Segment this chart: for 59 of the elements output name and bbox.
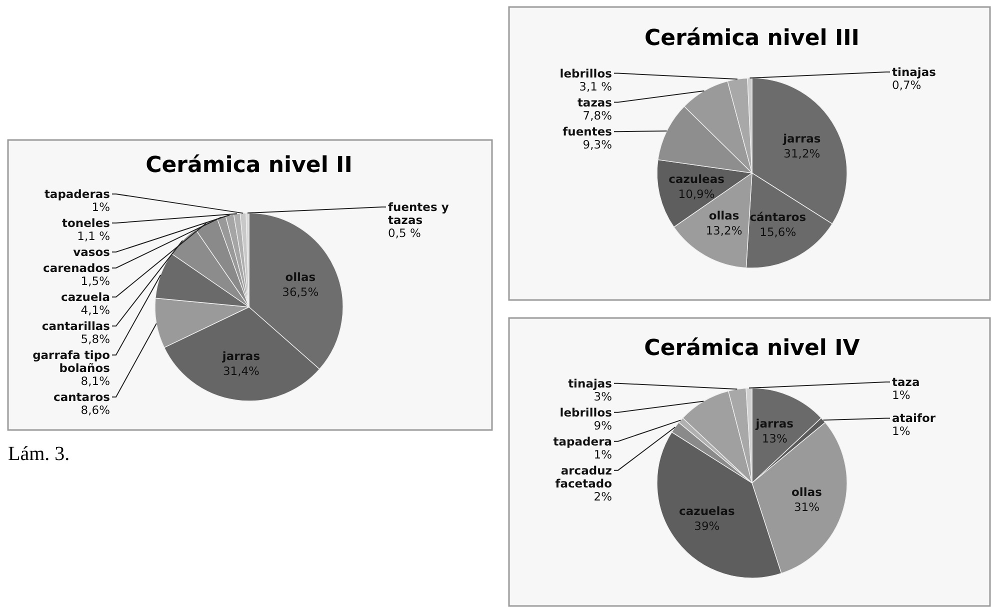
text: Lám. 3.: [8, 443, 70, 465]
slice-label: ollas: [285, 270, 316, 284]
slice-label: cazuela: [61, 290, 110, 304]
slice-label: carenados: [43, 261, 110, 275]
slice-label: lebrillos: [560, 405, 612, 420]
data-label: 7,8%: [582, 108, 612, 122]
data-label: 8,6%: [80, 403, 110, 417]
data-label: 1,1 %: [77, 229, 110, 243]
chart-title: Cerámica nivel II: [146, 153, 352, 178]
data-label: 1%: [92, 200, 110, 214]
chart-title: Cerámica nivel III: [644, 26, 860, 51]
slice-label: jarras: [221, 348, 260, 363]
slice-label: cántaros: [750, 210, 806, 224]
data-label: 13,2%: [706, 224, 742, 238]
slice-label: garrafa tipo bolaños: [32, 348, 110, 375]
data-label: 1%: [594, 447, 612, 462]
data-label: 4,1%: [80, 303, 110, 317]
slice-label: tapadera: [553, 434, 612, 448]
data-label: 0,5 %: [388, 226, 421, 240]
data-label: 2%: [594, 489, 612, 504]
data-label: 36,5%: [282, 284, 319, 299]
data-label: 15,6%: [760, 224, 796, 239]
data-label: 8,1%: [80, 374, 110, 388]
data-label: 5,8%: [80, 332, 110, 346]
slice-label: tinajas: [892, 65, 936, 80]
slice-label: jarras: [782, 132, 821, 146]
data-label: 31,2%: [784, 146, 820, 161]
data-label: 1,5%: [80, 274, 110, 288]
data-label: 39%: [694, 518, 720, 533]
slice-label: cantarillas: [42, 319, 110, 333]
slice-label: ollas: [792, 484, 822, 499]
slice-label: vasos: [73, 245, 110, 259]
slice-label: arcaduz facetado: [555, 463, 612, 490]
data-label: 1%: [892, 424, 910, 438]
data-label: 31,4%: [222, 364, 260, 378]
data-label: 0,7%: [892, 78, 922, 92]
data-label: 3%: [594, 389, 612, 404]
slice-label: cazuelas: [679, 504, 736, 518]
slice-label: toneles: [62, 216, 110, 230]
slice-label: taza: [892, 375, 920, 390]
data-label: 13%: [762, 432, 788, 446]
slice-label: fuentes: [562, 124, 612, 139]
slice-label: fuentes y tazas: [388, 200, 450, 228]
data-label: 9,3%: [582, 138, 612, 152]
slice-label: ollas: [708, 208, 740, 223]
data-label: 9%: [594, 418, 612, 432]
slice-label: cantaros: [54, 390, 110, 404]
data-label: 10,9%: [678, 187, 715, 202]
chart-title: Cerámica nivel IV: [644, 336, 860, 361]
slice-label: tazas: [577, 95, 612, 110]
slice-label: tinajas: [568, 376, 612, 390]
data-label: 3,1 %: [579, 79, 612, 94]
data-label: 1%: [892, 388, 910, 402]
slice-label: tapaderas: [44, 187, 110, 201]
slice-label: ataifor: [892, 411, 936, 426]
slice-label: lebrillos: [560, 66, 612, 80]
slice-label: jarras: [754, 416, 794, 431]
data-label: 31%: [794, 500, 820, 514]
slice-label: cazuleas: [668, 172, 725, 186]
